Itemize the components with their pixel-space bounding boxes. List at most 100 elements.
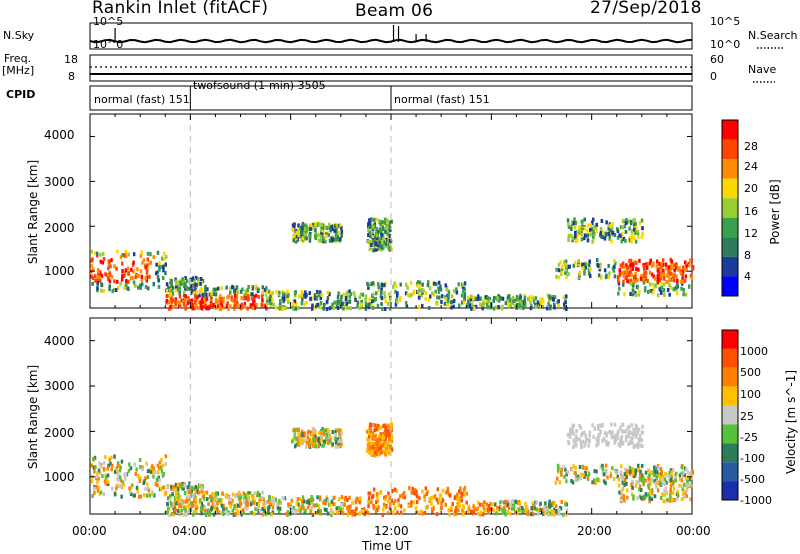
power-panel-echo (633, 260, 636, 265)
velocity-panel-echo (670, 475, 673, 479)
velocity-panel-echo (213, 497, 216, 502)
power-panel-echo (472, 297, 475, 302)
power-panel-echo (379, 248, 382, 252)
power-panel-echo (508, 298, 512, 303)
power-panel-echo (375, 217, 378, 222)
velocity-panel-echo (312, 429, 316, 434)
power-panel-echo (303, 232, 307, 237)
power-panel-echo (600, 234, 603, 239)
power-panel-echo (591, 221, 594, 226)
power-panel-echo (658, 262, 662, 267)
power-panel-echo (298, 225, 302, 230)
power-panel-echo (144, 263, 147, 268)
power-panel-echo (196, 295, 199, 300)
power-panel-echo (435, 282, 438, 287)
velocity-panel-echo (565, 479, 568, 484)
velocity-panel-echo (565, 472, 568, 477)
velocity-panel-echo (330, 499, 334, 504)
power-panel-echo (209, 299, 213, 304)
velocity-panel-echo (296, 497, 300, 502)
velocity-panel-echo (689, 482, 692, 487)
velocity-panel-echo (269, 502, 272, 507)
power-panel-echo (627, 273, 631, 278)
velocity-panel-echo (261, 490, 264, 495)
velocity-colorbar-swatch (722, 330, 738, 349)
power-panel-echo (510, 300, 513, 305)
power-panel-echo (673, 263, 676, 268)
velocity-panel-echo (601, 438, 604, 443)
velocity-panel-echo (117, 474, 121, 479)
power-panel-echo (175, 285, 178, 290)
power-panel-echo (499, 296, 502, 301)
power-panel-echo (587, 268, 591, 273)
power-panel-echo (110, 274, 114, 279)
power-panel-echo (374, 247, 377, 252)
power-panel-echo (380, 232, 383, 237)
power-panel-echo (356, 300, 360, 305)
power-panel-echo (597, 263, 600, 268)
velocity-panel-echo (461, 504, 465, 509)
power-panel-echo (629, 258, 633, 263)
velocity-panel-echo (682, 470, 686, 475)
power-panel-echo (375, 227, 378, 231)
velocity-panel-echo (110, 455, 113, 460)
velocity-panel-echo (574, 466, 577, 471)
velocity-panel-echo (584, 440, 587, 445)
velocity-panel-echo (653, 469, 656, 474)
power-panel-echo (632, 283, 635, 288)
power-panel-echo (279, 299, 282, 304)
power-panel-echo (421, 287, 424, 292)
power-panel-echo (269, 294, 272, 299)
velocity-panel-echo (382, 502, 386, 507)
velocity-panel-echo (551, 509, 555, 514)
velocity-panel-echo (182, 486, 185, 491)
velocity-panel-echo (482, 510, 486, 514)
velocity-panel-echo (625, 475, 628, 480)
power-panel-echo (337, 230, 341, 235)
nsky-tick-top: 10^5 (93, 15, 124, 28)
power-panel-echo (455, 290, 459, 295)
velocity-panel-echo (313, 503, 316, 508)
power-panel-echo (246, 294, 250, 299)
velocity-panel-echo (457, 508, 460, 513)
velocity-panel-echo (317, 444, 320, 449)
velocity-panel-echo (511, 506, 514, 511)
power-panel-echo (217, 304, 220, 309)
power-panel-echo (660, 285, 663, 289)
power-panel-echo (254, 293, 258, 298)
velocity-panel-echo (383, 423, 386, 428)
power-panel-echo (565, 264, 568, 269)
velocity-panel-echo (214, 492, 218, 497)
power-panel-echo (613, 274, 617, 279)
power-panel-echo (662, 272, 665, 277)
power-panel-echo (272, 302, 275, 307)
power-panel-echo (382, 236, 385, 241)
velocity-panel-echo (641, 444, 644, 449)
power-panel-echo (396, 291, 399, 296)
power-panel-echo (236, 303, 239, 308)
power-panel-echo (643, 266, 646, 271)
power-panel-echo (319, 304, 322, 309)
velocity-panel-echo (255, 502, 259, 506)
velocity-panel-echo (580, 432, 583, 437)
power-panel-echo (147, 286, 150, 291)
velocity-panel-echo (178, 502, 182, 507)
power-panel-echo (293, 291, 297, 296)
power-panel-echo (184, 276, 187, 280)
power-panel-echo (637, 292, 640, 297)
power-panel-echo (222, 296, 225, 301)
velocity-panel-echo (317, 431, 321, 435)
power-panel-echo (334, 235, 337, 240)
velocity-panel-echo (111, 463, 114, 468)
power-panel-echo (497, 305, 500, 310)
power-panel-echo (260, 303, 264, 308)
power-panel-echo (563, 259, 566, 264)
power-panel-echo (635, 260, 638, 265)
velocity-panel-echo (656, 470, 659, 475)
power-panel-echo (457, 282, 460, 287)
power-panel-echo (249, 303, 253, 308)
power-panel-echo (368, 231, 372, 236)
power-panel-echo (161, 256, 164, 261)
power-panel-echo (458, 303, 461, 308)
velocity-panel-echo (186, 485, 190, 490)
